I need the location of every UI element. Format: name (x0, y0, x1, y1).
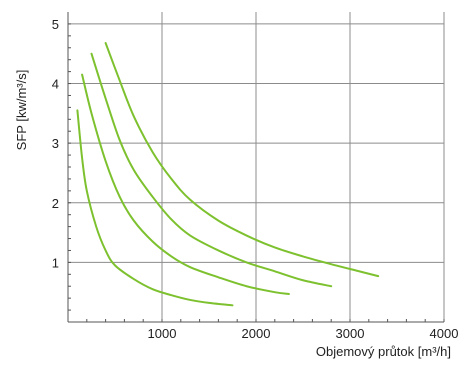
y-tick-label-2: 2 (52, 196, 59, 211)
y-axis-title: SFP [kw/m³/s] (14, 70, 29, 151)
grid (68, 12, 445, 322)
y-tick-label-3: 3 (52, 136, 59, 151)
y-tick-label-4: 4 (52, 77, 59, 92)
tick-labels: 1 2 3 4 5 1000 2000 3000 4000 (52, 17, 459, 341)
x-axis-title: Objemový průtok [m³/h] (316, 344, 451, 359)
x-tick-label-1000: 1000 (148, 326, 177, 341)
y-tick-label-1: 1 (52, 255, 59, 270)
series-line-2 (81, 73, 290, 295)
x-tick-label-3000: 3000 (336, 326, 365, 341)
y-tick-label-5: 5 (52, 17, 59, 32)
series-line-3 (90, 52, 333, 288)
axes (67, 12, 445, 323)
x-tick-label-2000: 2000 (242, 326, 271, 341)
series-group (76, 42, 380, 307)
series-line-4 (104, 42, 380, 278)
series-line-1 (76, 109, 234, 307)
x-tick-label-4000: 4000 (430, 326, 459, 341)
